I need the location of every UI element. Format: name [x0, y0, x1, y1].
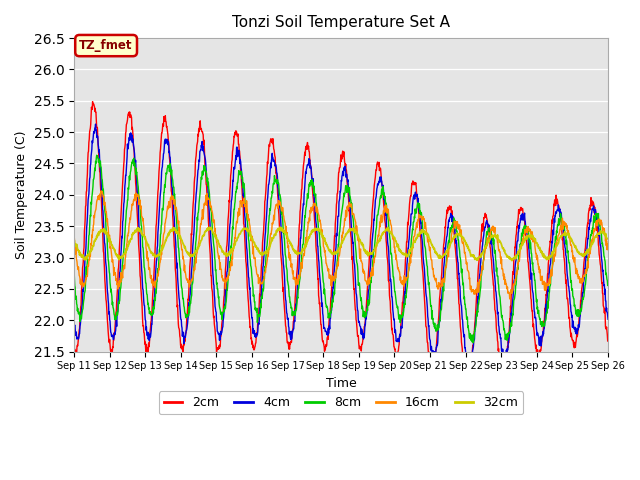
- Legend: 2cm, 4cm, 8cm, 16cm, 32cm: 2cm, 4cm, 8cm, 16cm, 32cm: [159, 391, 524, 414]
- Line: 4cm: 4cm: [74, 124, 608, 369]
- Line: 2cm: 2cm: [74, 102, 608, 384]
- 16cm: [541, 283, 549, 288]
- 16cm: [97, 188, 105, 194]
- 2cm: [249, 345, 257, 350]
- 8cm: [70, 266, 78, 272]
- 2cm: [89, 99, 97, 105]
- 16cm: [494, 239, 502, 245]
- 2cm: [541, 307, 549, 313]
- 2cm: [604, 338, 612, 344]
- Y-axis label: Soil Temperature (C): Soil Temperature (C): [15, 131, 28, 259]
- 2cm: [494, 348, 502, 354]
- Title: Tonzi Soil Temperature Set A: Tonzi Soil Temperature Set A: [232, 15, 450, 30]
- 8cm: [93, 152, 100, 158]
- 2cm: [70, 338, 78, 344]
- 4cm: [494, 313, 502, 319]
- 16cm: [70, 237, 78, 242]
- 32cm: [508, 258, 516, 264]
- 32cm: [249, 236, 257, 241]
- Line: 8cm: 8cm: [74, 155, 608, 343]
- 32cm: [494, 235, 502, 241]
- X-axis label: Time: Time: [326, 377, 356, 390]
- 8cm: [604, 282, 612, 288]
- 16cm: [604, 247, 612, 252]
- 32cm: [176, 233, 184, 239]
- 4cm: [177, 308, 184, 313]
- 2cm: [424, 346, 432, 351]
- 32cm: [604, 236, 612, 241]
- 4cm: [541, 312, 549, 318]
- 8cm: [494, 281, 502, 287]
- 8cm: [189, 274, 197, 280]
- 4cm: [604, 316, 612, 322]
- 4cm: [92, 121, 99, 127]
- 32cm: [276, 224, 284, 230]
- 16cm: [177, 236, 184, 242]
- 32cm: [70, 237, 78, 243]
- 4cm: [424, 316, 432, 322]
- 2cm: [177, 335, 184, 341]
- 4cm: [189, 240, 197, 245]
- 32cm: [189, 253, 196, 259]
- 4cm: [466, 366, 474, 372]
- 8cm: [249, 285, 257, 290]
- 32cm: [541, 254, 549, 260]
- 2cm: [463, 381, 470, 387]
- Line: 32cm: 32cm: [74, 227, 608, 261]
- 16cm: [249, 251, 257, 257]
- 4cm: [249, 330, 257, 336]
- 8cm: [470, 340, 477, 346]
- 4cm: [70, 323, 78, 328]
- 16cm: [424, 236, 432, 242]
- 8cm: [177, 265, 184, 271]
- Line: 16cm: 16cm: [74, 191, 608, 299]
- 16cm: [189, 275, 197, 281]
- 2cm: [189, 201, 197, 207]
- Text: TZ_fmet: TZ_fmet: [79, 39, 133, 52]
- 16cm: [506, 296, 513, 302]
- 8cm: [424, 274, 432, 280]
- 8cm: [541, 318, 549, 324]
- 32cm: [424, 231, 432, 237]
